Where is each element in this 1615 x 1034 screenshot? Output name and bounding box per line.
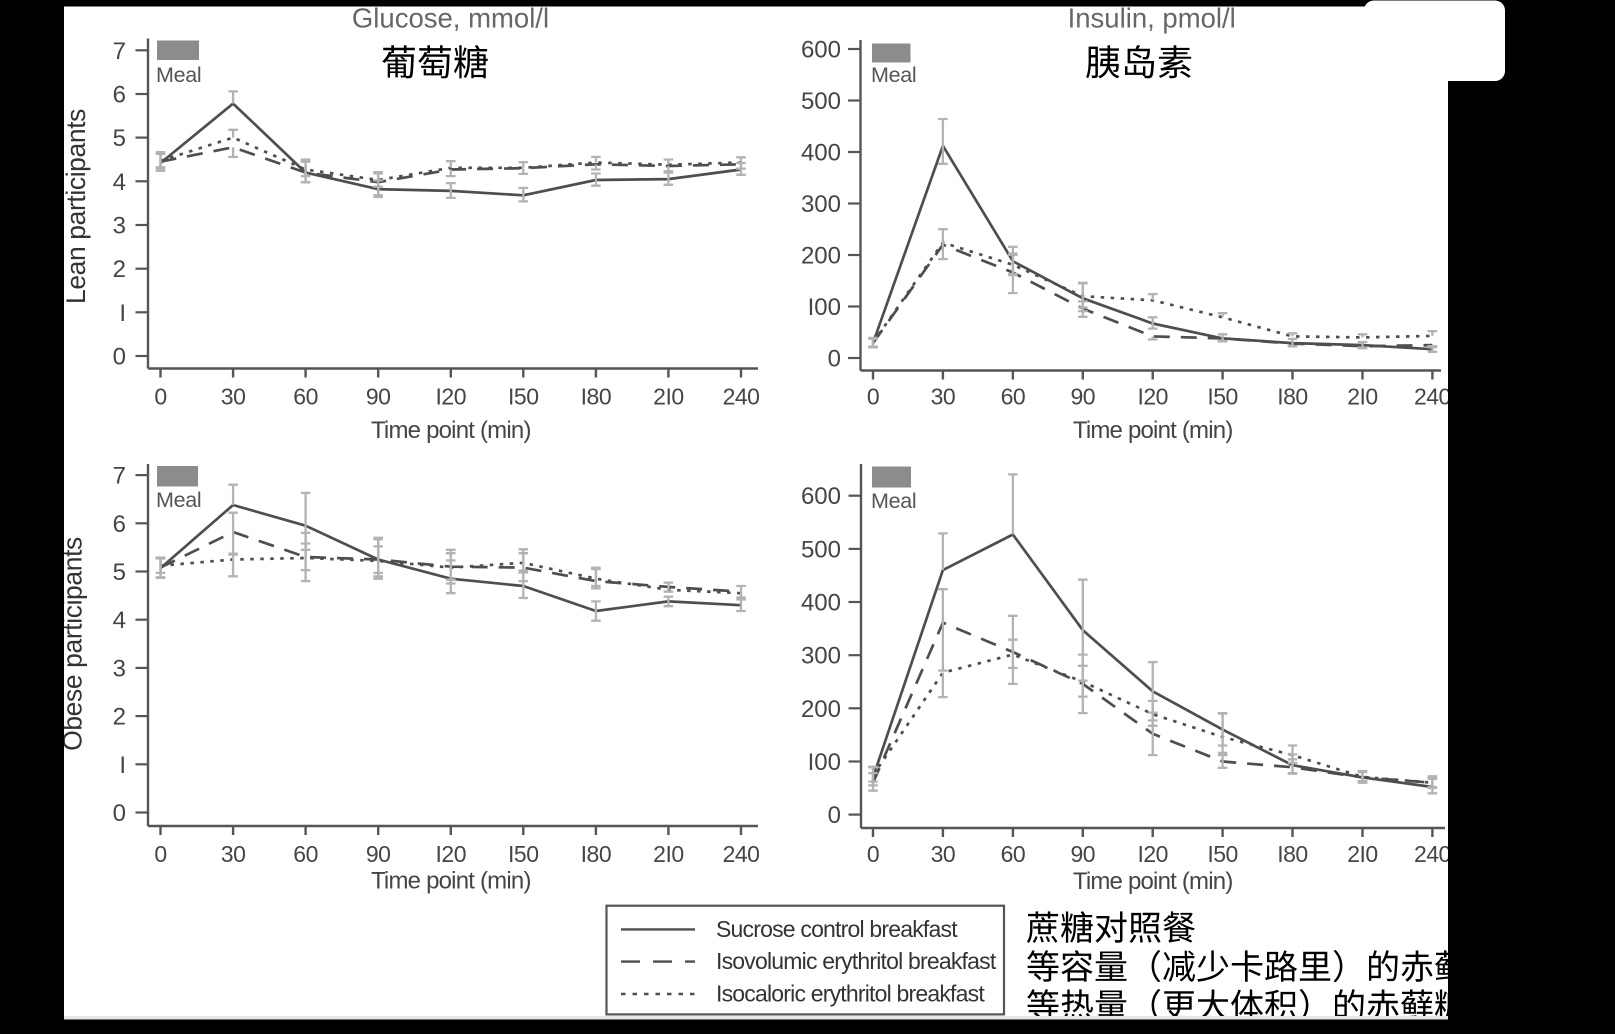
svg-text:I: I (119, 300, 126, 327)
svg-text:I20: I20 (436, 384, 466, 410)
svg-text:Meal: Meal (871, 63, 916, 87)
svg-text:240: 240 (1414, 841, 1451, 867)
svg-text:60: 60 (293, 841, 318, 867)
svg-text:30: 30 (931, 384, 956, 410)
svg-text:7: 7 (113, 463, 126, 490)
svg-text:30: 30 (931, 841, 956, 867)
svg-text:90: 90 (1071, 841, 1096, 867)
svg-text:Meal: Meal (156, 488, 201, 512)
svg-text:90: 90 (1071, 384, 1096, 410)
svg-text:Time point (min): Time point (min) (1073, 868, 1233, 895)
svg-text:30: 30 (221, 384, 246, 410)
svg-text:240: 240 (1414, 384, 1451, 410)
svg-text:2I0: 2I0 (653, 384, 683, 410)
svg-text:2: 2 (113, 704, 126, 731)
svg-text:240: 240 (723, 384, 760, 410)
svg-text:400: 400 (801, 590, 841, 617)
svg-text:0: 0 (113, 800, 126, 827)
svg-text:0: 0 (154, 384, 166, 410)
svg-text:30: 30 (221, 841, 246, 867)
svg-text:0: 0 (154, 841, 166, 867)
svg-text:6: 6 (113, 82, 126, 109)
svg-text:I50: I50 (508, 384, 538, 410)
svg-text:0: 0 (867, 841, 879, 867)
svg-text:Sucrose control breakfast: Sucrose control breakfast (716, 916, 958, 942)
svg-text:Meal: Meal (871, 489, 916, 513)
svg-text:2I0: 2I0 (1347, 384, 1377, 410)
svg-text:0: 0 (828, 802, 841, 829)
svg-text:Insulin, pmol/l: Insulin, pmol/l (1068, 3, 1236, 34)
svg-text:200: 200 (801, 243, 841, 270)
svg-text:500: 500 (801, 88, 841, 115)
svg-text:4: 4 (113, 169, 126, 196)
svg-text:I80: I80 (1277, 841, 1307, 867)
svg-text:200: 200 (801, 696, 841, 723)
svg-text:5: 5 (113, 125, 126, 152)
svg-text:60: 60 (293, 384, 318, 410)
svg-text:3: 3 (113, 655, 126, 682)
svg-text:2: 2 (113, 256, 126, 283)
svg-text:240: 240 (723, 841, 760, 867)
svg-text:I50: I50 (508, 841, 538, 867)
svg-text:90: 90 (366, 384, 391, 410)
svg-text:0: 0 (828, 346, 841, 373)
svg-text:Time point (min): Time point (min) (371, 868, 531, 895)
svg-text:0: 0 (867, 384, 879, 410)
svg-text:Time point (min): Time point (min) (371, 417, 531, 444)
svg-text:I20: I20 (1137, 384, 1167, 410)
svg-text:4: 4 (113, 607, 126, 634)
svg-text:3: 3 (113, 213, 126, 240)
svg-text:400: 400 (801, 140, 841, 167)
svg-text:300: 300 (801, 643, 841, 670)
svg-text:90: 90 (366, 841, 391, 867)
svg-text:I50: I50 (1207, 841, 1237, 867)
svg-text:300: 300 (801, 191, 841, 218)
svg-text:Isovolumic erythritol breakfas: Isovolumic erythritol breakfast (716, 948, 997, 974)
svg-text:I50: I50 (1207, 384, 1237, 410)
svg-text:500: 500 (801, 536, 841, 563)
svg-text:2I0: 2I0 (1347, 841, 1377, 867)
svg-text:600: 600 (801, 37, 841, 64)
svg-text:2I0: 2I0 (653, 841, 683, 867)
svg-text:I20: I20 (1137, 841, 1167, 867)
svg-text:I80: I80 (581, 841, 611, 867)
svg-text:Glucose, mmol/l: Glucose, mmol/l (352, 3, 549, 34)
svg-text:5: 5 (113, 559, 126, 586)
svg-text:7: 7 (113, 38, 126, 65)
svg-text:0: 0 (113, 344, 126, 371)
svg-text:60: 60 (1001, 841, 1026, 867)
svg-text:I00: I00 (808, 294, 841, 321)
svg-text:Time point (min): Time point (min) (1073, 417, 1233, 444)
svg-text:I00: I00 (808, 749, 841, 776)
svg-text:60: 60 (1001, 384, 1026, 410)
svg-text:6: 6 (113, 511, 126, 538)
svg-text:I: I (119, 752, 126, 779)
svg-text:Meal: Meal (156, 63, 201, 87)
svg-text:I20: I20 (436, 841, 466, 867)
svg-text:I80: I80 (1277, 384, 1307, 410)
svg-text:Isocaloric erythritol breakfas: Isocaloric erythritol breakfast (716, 981, 985, 1007)
svg-text:Lean participants: Lean participants (61, 109, 91, 304)
svg-text:I80: I80 (581, 384, 611, 410)
svg-text:600: 600 (801, 483, 841, 510)
